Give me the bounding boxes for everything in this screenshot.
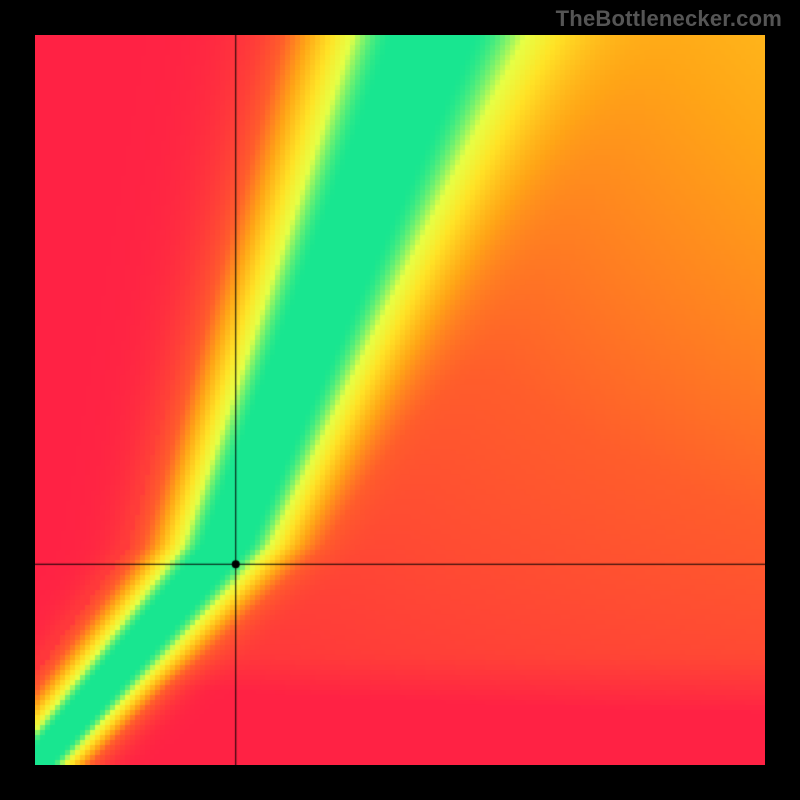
figure-container: TheBottlenecker.com — [0, 0, 800, 800]
heatmap-canvas — [35, 35, 765, 765]
watermark-text: TheBottlenecker.com — [556, 6, 782, 32]
